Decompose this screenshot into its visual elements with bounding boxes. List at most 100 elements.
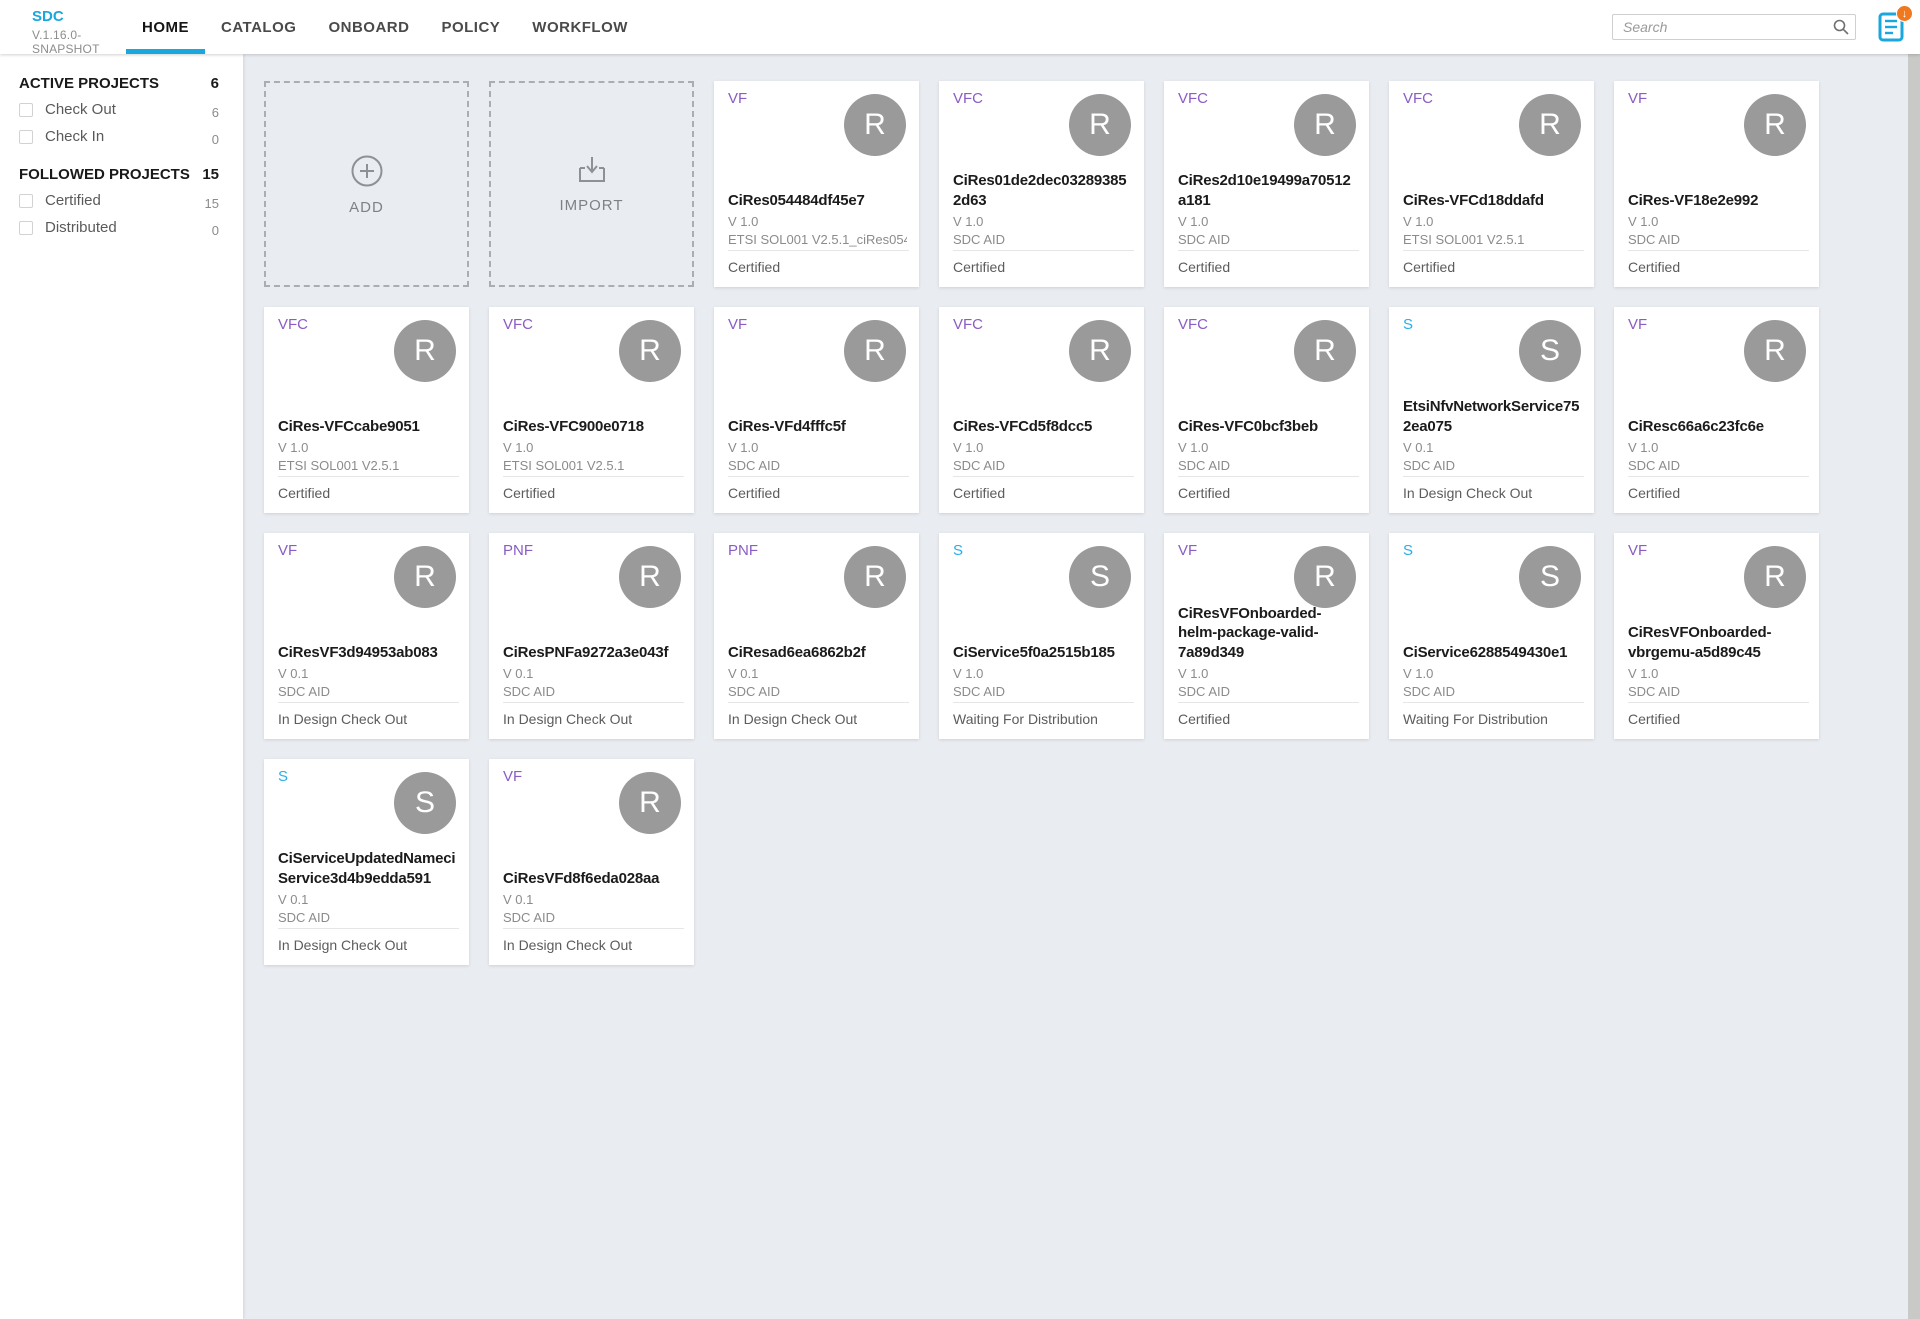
catalog-card[interactable]: VFC R CiRes2d10e19499a70512a181 V 1.0 SD…	[1164, 81, 1369, 287]
add-tile[interactable]: ADD	[264, 81, 469, 287]
app-logo[interactable]: SDC V.1.16.0-SNAPSHOT	[0, 0, 126, 55]
import-icon	[578, 156, 605, 182]
catalog-card[interactable]: VF R CiRes054484df45e7 V 1.0 ETSI SOL001…	[714, 81, 919, 287]
vertical-scrollbar[interactable]	[1908, 54, 1920, 1319]
filter-count: 0	[211, 223, 219, 238]
catalog-card[interactable]: PNF R CiResPNFa9272a3e043f V 0.1 SDC AID…	[489, 533, 694, 739]
tab-home[interactable]: HOME	[126, 0, 205, 54]
card-name: CiServiceUpdatedNameciService3d4b9edda59…	[278, 850, 456, 887]
avatar-letter: R	[1764, 334, 1786, 367]
catalog-card[interactable]: VFC R CiRes-VFCcabe9051 V 1.0 ETSI SOL00…	[264, 307, 469, 513]
tab-workflow[interactable]: WORKFLOW	[532, 18, 628, 36]
card-status: Certified	[728, 259, 781, 275]
card-version: V 1.0	[953, 666, 984, 681]
filter-label: Certified	[45, 192, 101, 209]
card-name: CiRes-VFd4fffc5f	[728, 417, 846, 435]
catalog-card[interactable]: VF R CiRes-VF18e2e992 V 1.0 SDC AID Cert…	[1614, 81, 1819, 287]
sidebar-section-followed-projects: FOLLOWED PROJECTS 15	[19, 166, 219, 183]
card-footer: Certified	[1403, 250, 1584, 287]
sidebar-filter-check-out[interactable]: Check Out 6	[19, 96, 219, 123]
catalog-card[interactable]: VF R CiResVFOnboarded-helm-package-valid…	[1164, 533, 1369, 739]
card-name: CiResVFd8f6eda028aa	[503, 869, 660, 887]
avatar: R	[619, 772, 681, 834]
card-name: CiRes2d10e19499a70512a181	[1178, 172, 1351, 209]
card-status: Waiting For Distribution	[953, 711, 1098, 727]
sidebar: ACTIVE PROJECTS 6 Check Out 6 Check In 0…	[0, 54, 243, 1319]
card-name: CiRes01de2dec032893852d63	[953, 172, 1127, 209]
card-status: Certified	[1403, 259, 1456, 275]
avatar: R	[1519, 94, 1581, 156]
card-type-label: VFC	[278, 316, 308, 333]
avatar: S	[1519, 546, 1581, 608]
card-subtitle: SDC AID	[1628, 458, 1681, 473]
avatar-letter: R	[1764, 560, 1786, 593]
card-footer: Certified	[1628, 702, 1809, 739]
card-footer: In Design Check Out	[1403, 476, 1584, 513]
sidebar-section-active-projects: ACTIVE PROJECTS 6	[19, 75, 219, 92]
distributed-checkbox[interactable]	[19, 220, 33, 235]
card-type-label: VFC	[1403, 90, 1433, 107]
card-footer: Certified	[1628, 250, 1809, 287]
card-status: Certified	[728, 485, 781, 501]
tab-catalog[interactable]: CATALOG	[221, 18, 297, 36]
catalog-card[interactable]: PNF R CiResad6ea6862b2f V 0.1 SDC AID In…	[714, 533, 919, 739]
catalog-card[interactable]: VF R CiResVFd8f6eda028aa V 0.1 SDC AID I…	[489, 759, 694, 965]
avatar-letter: S	[414, 786, 435, 819]
card-footer: Certified	[1178, 702, 1359, 739]
catalog-card[interactable]: S S EtsiNfvNetworkService752ea075 V 0.1 …	[1389, 307, 1594, 513]
search-box	[1612, 14, 1856, 40]
catalog-card[interactable]: S S CiService5f0a2515b185 V 1.0 SDC AID …	[939, 533, 1144, 739]
card-subtitle: SDC AID	[278, 684, 331, 699]
document-download-icon[interactable]: ↓	[1878, 5, 1913, 42]
card-name: CiRes-VFC0bcf3beb	[1178, 417, 1318, 435]
check-out-checkbox[interactable]	[19, 102, 33, 117]
card-footer: Certified	[953, 476, 1134, 513]
avatar: R	[1069, 320, 1131, 382]
avatar-letter: R	[1314, 334, 1336, 367]
card-subtitle: SDC AID	[503, 910, 556, 925]
search-input[interactable]	[1612, 14, 1856, 40]
sidebar-filter-certified[interactable]: Certified 15	[19, 187, 219, 214]
catalog-card[interactable]: VF R CiRes-VFd4fffc5f V 1.0 SDC AID Cert…	[714, 307, 919, 513]
check-in-checkbox[interactable]	[19, 129, 33, 144]
card-name: CiRes-VFCcabe9051	[278, 417, 420, 435]
catalog-card[interactable]: VFC R CiRes-VFCd5f8dcc5 V 1.0 SDC AID Ce…	[939, 307, 1144, 513]
catalog-card[interactable]: VFC R CiRes-VFCd18ddafd V 1.0 ETSI SOL00…	[1389, 81, 1594, 287]
avatar: R	[619, 320, 681, 382]
card-version: V 1.0	[278, 440, 309, 455]
app-title: SDC	[32, 8, 64, 25]
catalog-card[interactable]: VFC R CiRes-VFC900e0718 V 1.0 ETSI SOL00…	[489, 307, 694, 513]
tab-policy[interactable]: POLICY	[441, 18, 501, 36]
search-icon[interactable]	[1833, 19, 1849, 35]
card-subtitle: SDC AID	[1403, 684, 1456, 699]
catalog-card[interactable]: VFC R CiRes-VFC0bcf3beb V 1.0 SDC AID Ce…	[1164, 307, 1369, 513]
card-info: CiRes01de2dec032893852d63 V 1.0 SDC AID	[953, 171, 1132, 247]
tab-onboard[interactable]: ONBOARD	[328, 18, 410, 36]
add-icon	[351, 155, 382, 186]
section-title: FOLLOWED PROJECTS	[19, 166, 190, 183]
catalog-card[interactable]: VF R CiResVFOnboarded-vbrgemu-a5d89c45 V…	[1614, 533, 1819, 739]
import-tile[interactable]: IMPORT	[489, 81, 694, 287]
card-name: CiRes-VFC900e0718	[503, 417, 644, 435]
card-name: CiResad6ea6862b2f	[728, 643, 866, 661]
certified-checkbox[interactable]	[19, 193, 33, 208]
avatar: R	[394, 546, 456, 608]
catalog-card[interactable]: S S CiServiceUpdatedNameciService3d4b9ed…	[264, 759, 469, 965]
catalog-card[interactable]: VF R CiResc66a6c23fc6e V 1.0 SDC AID Cer…	[1614, 307, 1819, 513]
card-info: CiRes-VFC900e0718 V 1.0 ETSI SOL001 V2.5…	[503, 417, 682, 474]
sidebar-filter-check-in[interactable]: Check In 0	[19, 123, 219, 150]
avatar-letter: R	[639, 334, 661, 367]
sidebar-filter-distributed[interactable]: Distributed 0	[19, 214, 219, 241]
catalog-card[interactable]: VF R CiResVF3d94953ab083 V 0.1 SDC AID I…	[264, 533, 469, 739]
main-nav: HOME CATALOG ONBOARD POLICY WORKFLOW	[126, 0, 644, 54]
avatar: R	[1294, 546, 1356, 608]
filter-count: 6	[211, 105, 219, 120]
card-subtitle: ETSI SOL001 V2.5.1_ciRes0544...	[728, 232, 907, 247]
card-status: Certified	[1178, 259, 1231, 275]
card-footer: Waiting For Distribution	[1403, 702, 1584, 739]
catalog-card[interactable]: VFC R CiRes01de2dec032893852d63 V 1.0 SD…	[939, 81, 1144, 287]
catalog-card[interactable]: S S CiService6288549430e1 V 1.0 SDC AID …	[1389, 533, 1594, 739]
card-name: CiResVFOnboarded-vbrgemu-a5d89c45	[1628, 624, 1772, 661]
card-subtitle: SDC AID	[1178, 232, 1231, 247]
filter-label: Check Out	[45, 101, 116, 118]
